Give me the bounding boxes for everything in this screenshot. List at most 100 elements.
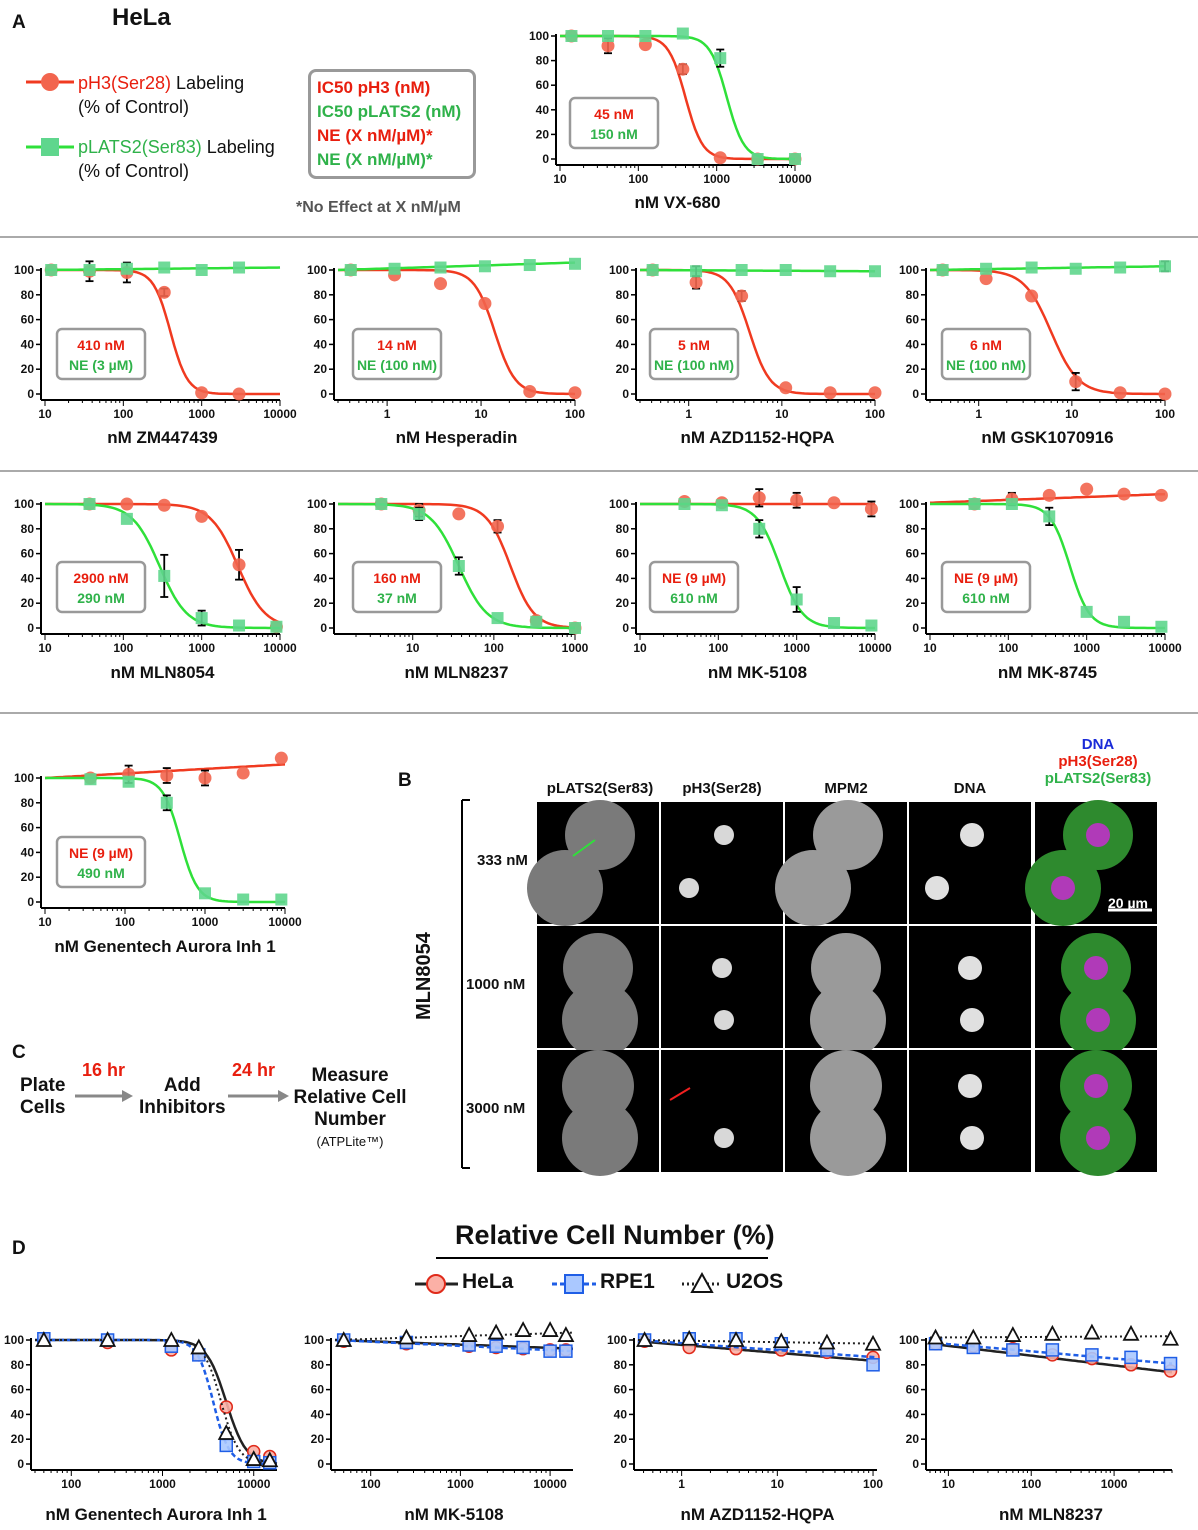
workflow-step1-line2: Cells (20, 1097, 66, 1118)
y-tick-label: 100 (899, 1333, 919, 1347)
chart-azd: 0 20 40 60 80 100 1 10 100 nM AZD1152-HQPA 5 nM NE … (609, 263, 885, 447)
y-tick-label: 40 (311, 1407, 325, 1421)
compound-label-mln8054: MLN8054 (413, 932, 435, 1020)
y-tick-label: 100 (899, 497, 919, 511)
x-axis-label: nM MLN8237 (999, 1505, 1103, 1524)
y-tick-label: 100 (307, 263, 327, 277)
data-point (233, 261, 246, 274)
legend-ph3-marker (41, 73, 59, 91)
y-tick-label: 20 (614, 1432, 628, 1446)
data-point (335, 1331, 353, 1347)
ic50-plats-value: NE (100 nM) (357, 357, 437, 373)
ic50-plats-value: 37 nM (377, 590, 417, 606)
y-tick-label: 20 (906, 1432, 920, 1446)
data-point (1083, 1323, 1101, 1340)
data-point (1043, 1324, 1061, 1341)
legend-ph3: pH3(Ser28) Labeling (% of Control) (78, 71, 244, 119)
micrograph-panel (909, 1050, 1031, 1172)
ne-green-label: NE (X nM/µM)* (317, 150, 433, 169)
y-tick-label: 20 (21, 596, 35, 610)
cell-signal (810, 1100, 886, 1176)
x-tick-label: 1000 (703, 172, 730, 186)
x-axis-label: nM MK-8745 (998, 663, 1097, 682)
chart-gen: 0 20 40 60 80 100 10 100 1000 10000 nM Genentech A… (14, 751, 302, 956)
col-header-ph3: pH3(Ser28) (682, 780, 762, 797)
legend-plats-marker (41, 138, 59, 156)
y-tick-label: 40 (21, 845, 35, 859)
data-point (1162, 1329, 1180, 1346)
data-point (195, 386, 209, 400)
separator-2 (0, 470, 1198, 472)
workflow-step3-line2: Relative Cell (293, 1087, 407, 1108)
dna-signal (958, 956, 982, 980)
x-axis-label: nM AZD1152-HQPA (681, 428, 835, 447)
dna-signal (958, 1074, 982, 1098)
data-point (157, 498, 171, 512)
x-tick-label: 10 (38, 641, 52, 655)
x-tick-label: 100 (1021, 1477, 1041, 1491)
footnote: *No Effect at X nM/µM (296, 199, 461, 216)
data-point (344, 264, 357, 276)
panel-a-letter: A (12, 12, 26, 33)
ic50-ph3-value: 160 nM (373, 570, 420, 586)
data-point (158, 569, 171, 582)
x-tick-label: 10 (406, 641, 420, 655)
x-tick-label: 100 (113, 641, 133, 655)
cell-signal (810, 982, 886, 1058)
row-label-333: 333 nM (477, 852, 528, 869)
workflow-step-3: Measure Relative Cell Number (ATPLite™) (290, 1065, 410, 1153)
data-point (245, 1450, 263, 1466)
y-tick-label: 80 (311, 1358, 325, 1372)
x-tick-label: 10000 (1148, 641, 1182, 655)
workflow-time-2: 24 hr (232, 1060, 276, 1080)
legend-hela-label: HeLa (462, 1270, 514, 1293)
x-tick-label: 10000 (237, 1477, 271, 1491)
ic50-plats-value: NE (100 nM) (946, 357, 1026, 373)
merge-ph3-signal (1084, 1074, 1108, 1098)
panel-d-letter: D (12, 1238, 26, 1259)
workflow-step-1: Plate Cells (20, 1075, 65, 1119)
y-tick-label: 40 (614, 1407, 628, 1421)
data-point (217, 1424, 235, 1440)
panel-b-letter: B (398, 770, 412, 791)
data-point (646, 264, 659, 276)
y-tick-label: 0 (622, 387, 629, 401)
data-point (869, 265, 881, 278)
data-point (752, 491, 766, 505)
data-point (1042, 488, 1056, 502)
workflow-arrow-1-head (122, 1090, 133, 1102)
x-tick-label: 10 (38, 407, 52, 421)
chart-gsk: 0 20 40 60 80 100 1 10 100 nM GSK1070916 6 nM NE (1… (899, 260, 1175, 447)
data-point (968, 498, 981, 510)
dna-signal (925, 876, 949, 900)
data-point (157, 285, 171, 299)
y-tick-label: 40 (21, 337, 35, 351)
y-tick-label: 60 (314, 547, 328, 561)
data-point (397, 1328, 415, 1345)
ic50-box (648, 327, 740, 381)
data-point (83, 498, 96, 510)
legend-plats-name: pLATS2(Ser83) (78, 137, 202, 157)
y-tick-label: 100 (607, 1333, 627, 1347)
workflow-step3-line1: Measure (311, 1065, 389, 1086)
x-tick-label: 10000 (533, 1477, 567, 1491)
dna-signal (960, 1126, 984, 1150)
data-point (751, 153, 764, 165)
data-point (160, 796, 173, 809)
chromosome-signal (679, 878, 699, 898)
x-axis-label: nM VX-680 (635, 193, 721, 212)
ic50-plats-label: IC50 pLATS2 (nM) (317, 102, 462, 121)
fit-curve-hela (334, 1338, 574, 1350)
y-tick-label: 40 (906, 1407, 920, 1421)
data-point (936, 264, 949, 276)
ic50-ph3-value: 45 nM (594, 106, 634, 122)
data-point (388, 262, 401, 275)
y-tick-label: 60 (616, 313, 630, 327)
data-point (543, 1344, 557, 1358)
x-tick-label: 100 (361, 1477, 381, 1491)
data-point (84, 773, 97, 786)
data-point (1159, 260, 1171, 273)
y-tick-label: 20 (311, 1432, 325, 1446)
data-point (190, 1338, 208, 1355)
y-tick-label: 60 (906, 1383, 920, 1397)
